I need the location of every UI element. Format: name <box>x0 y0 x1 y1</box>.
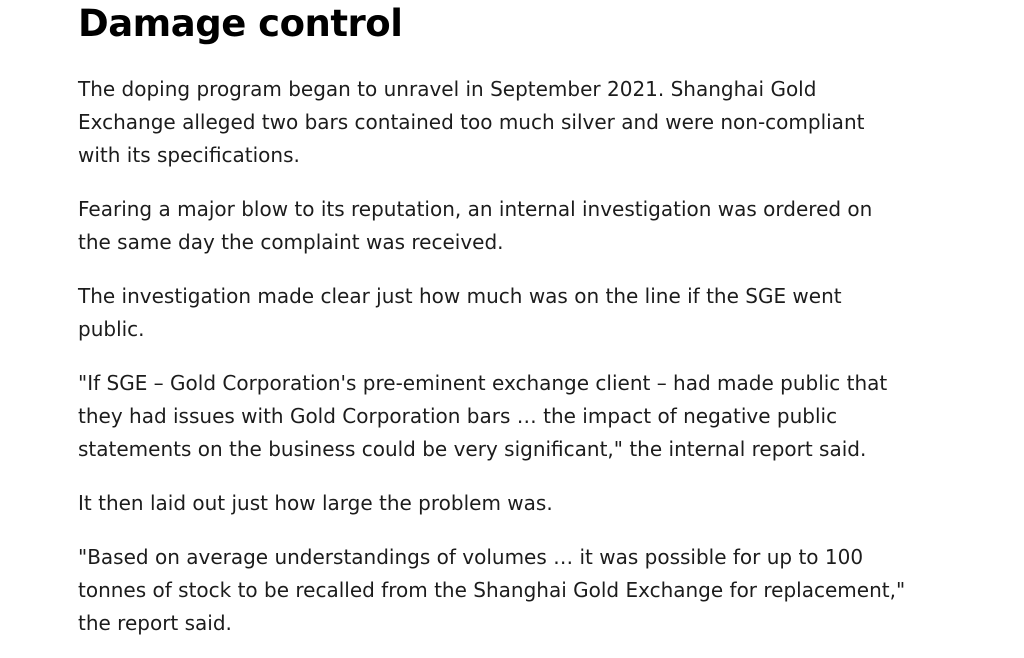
article-body: Damage control The doping program began … <box>78 2 906 635</box>
article-paragraph: The investigation made clear just how mu… <box>78 284 842 341</box>
article-paragraph: Fearing a major blow to its reputation, … <box>78 197 873 254</box>
article-paragraph: It then laid out just how large the prob… <box>78 491 553 515</box>
article-paragraph: The doping program began to unravel in S… <box>78 77 865 167</box>
article-paragraph: "If SGE – Gold Corporation's pre-eminent… <box>78 371 888 461</box>
article-paragraph: "Based on average understandings of volu… <box>78 545 906 635</box>
article-heading: Damage control <box>78 2 403 45</box>
